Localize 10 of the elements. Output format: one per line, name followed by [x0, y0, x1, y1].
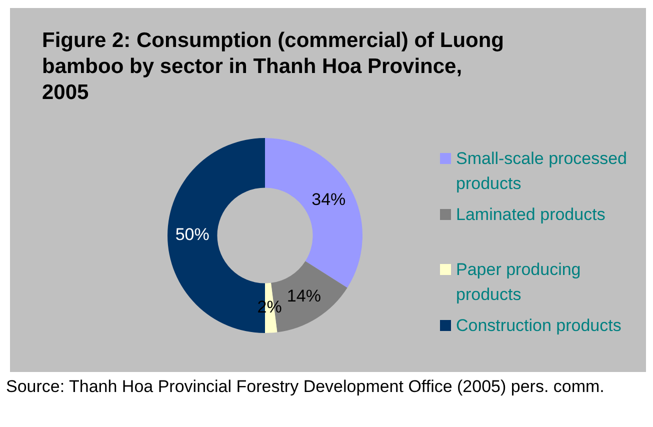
source-note: Source: Thanh Hoa Provincial Forestry Development Office (2005) pers. comm.: [6, 376, 606, 397]
data-label: 50%: [175, 225, 210, 244]
data-label: 34%: [312, 190, 346, 210]
legend-label: Small-scale processed products: [456, 149, 628, 193]
chart-title: Figure 2: Consumption (commercial) of Luong bamboo by sector in Thanh Hoa Province, 2005: [42, 28, 505, 106]
legend-label: Paper producing products: [456, 260, 581, 304]
legend-label: Construction products: [456, 316, 622, 335]
legend-label: Laminated products: [456, 205, 606, 224]
data-label: 14%: [286, 286, 321, 306]
data-label: 2%: [257, 298, 282, 317]
